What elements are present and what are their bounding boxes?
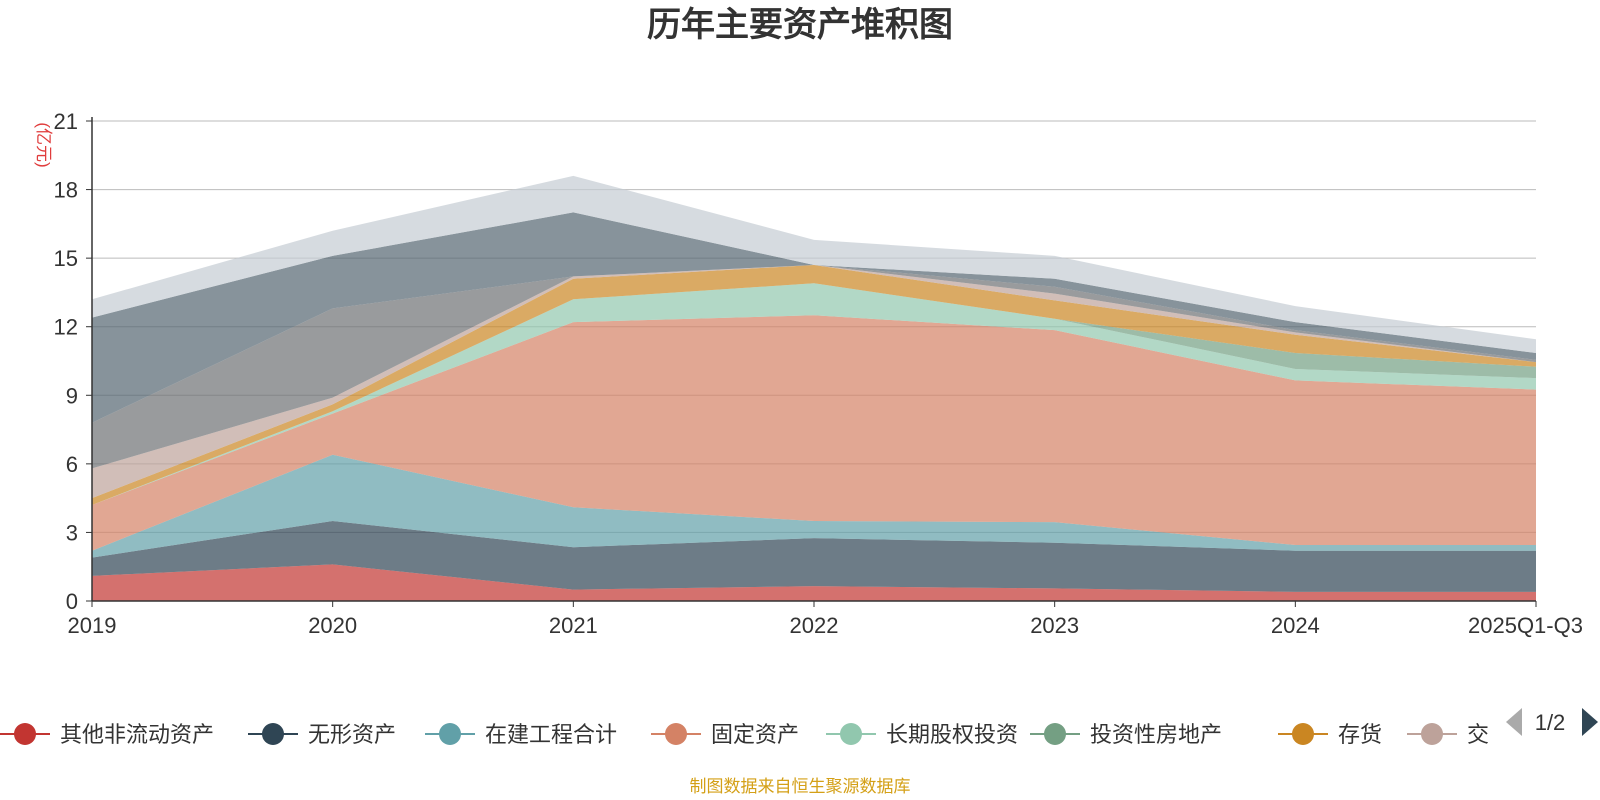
area-长期股权投资[interactable] xyxy=(92,283,1536,505)
legend-marker-icon xyxy=(1044,723,1066,745)
legend-prev-icon[interactable] xyxy=(1506,708,1522,736)
chart-title: 历年主要资产堆积图 xyxy=(647,6,953,44)
legend-marker-icon xyxy=(840,723,862,745)
area-series xyxy=(92,175,1536,601)
legend-next-icon[interactable] xyxy=(1582,708,1598,736)
legend-label: 无形资产 xyxy=(308,722,396,747)
area-无形资产[interactable] xyxy=(92,521,1536,592)
data-source: 制图数据来自恒生聚源数据库 xyxy=(690,777,911,796)
legend-label: 交 xyxy=(1467,722,1489,747)
y-tick-label: 12 xyxy=(54,315,78,340)
x-tick-label: 2020 xyxy=(308,613,357,638)
legend-marker-icon xyxy=(665,723,687,745)
legend-label: 长期股权投资 xyxy=(886,722,1018,747)
legend-page-indicator: 1/2 xyxy=(1535,710,1566,735)
y-tick-label: 3 xyxy=(66,520,78,545)
legend-marker-icon xyxy=(262,723,284,745)
legend-marker-icon xyxy=(1421,723,1443,745)
legend-item[interactable]: 其他非流动资产 xyxy=(0,722,214,747)
x-tick-label: 2022 xyxy=(790,613,839,638)
x-tick-label: 2019 xyxy=(68,613,117,638)
y-tick-label: 18 xyxy=(54,178,78,203)
legend-marker-icon xyxy=(439,723,461,745)
area-在建工程合计[interactable] xyxy=(92,454,1536,558)
legend-label: 固定资产 xyxy=(711,722,799,747)
legend-label: 投资性房地产 xyxy=(1090,722,1222,747)
axes: 0 3 6 9 12 15 18 21 2019 2020 2021 2022 2023 2024 2025… xyxy=(54,109,1583,638)
legend-item[interactable]: 长期股权投资 xyxy=(826,722,1018,747)
x-tick-label: 2025Q1-Q3 xyxy=(1468,613,1583,638)
y-tick-label: 9 xyxy=(66,383,78,408)
legend-item[interactable]: 在建工程合计 xyxy=(425,722,617,747)
area-应收账款[interactable] xyxy=(92,175,1536,353)
legend-label: 在建工程合计 xyxy=(485,722,617,747)
legend-item[interactable]: 交 xyxy=(1407,722,1489,747)
legend-marker-icon xyxy=(1292,723,1314,745)
area-存货[interactable] xyxy=(92,265,1536,505)
y-tick-label: 6 xyxy=(66,452,78,477)
legend-marker-icon xyxy=(14,723,36,745)
legend-pager[interactable]: 1/2 xyxy=(1506,708,1598,736)
legend-label: 其他非流动资产 xyxy=(60,722,214,747)
legend-item[interactable]: 无形资产 xyxy=(248,722,396,747)
y-axis-unit: (亿元) xyxy=(34,122,53,167)
y-tick-label: 15 xyxy=(54,246,78,271)
legend: 其他非流动资产 无形资产 在建工程合计 固定资产 长期股权投资 投资性房地产 存货 交 xyxy=(0,722,1489,747)
legend-item[interactable]: 存货 xyxy=(1278,722,1382,747)
area-货币资金[interactable] xyxy=(92,212,1536,423)
x-tick-label: 2021 xyxy=(549,613,598,638)
y-tick-label: 0 xyxy=(66,589,78,614)
legend-item[interactable]: 投资性房地产 xyxy=(1030,722,1222,747)
legend-item[interactable]: 固定资产 xyxy=(651,722,799,747)
x-tick-label: 2024 xyxy=(1271,613,1320,638)
x-tick-label: 2023 xyxy=(1030,613,1079,638)
area-其他非流动资产[interactable] xyxy=(92,564,1536,601)
legend-label: 存货 xyxy=(1338,722,1382,747)
area-投资性房地产[interactable] xyxy=(92,283,1536,505)
area-固定资产[interactable] xyxy=(92,315,1536,551)
area-其他资产[interactable] xyxy=(92,265,1536,469)
y-tick-label: 21 xyxy=(54,109,78,134)
